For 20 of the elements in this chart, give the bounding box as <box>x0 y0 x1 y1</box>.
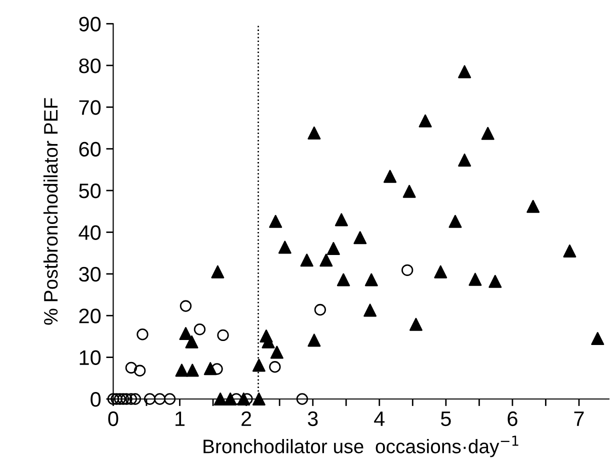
y-axis-title: % Postbronchodilator PEF <box>43 98 58 325</box>
y-tick-label: 10 <box>80 350 101 366</box>
y-tick-label: 20 <box>79 308 101 324</box>
x-tick-label: 2 <box>242 411 252 426</box>
x-axis-title: Bronchodilator use occasions·day$^{−1}$ <box>204 436 518 458</box>
y-tick-label: 60 <box>79 142 101 157</box>
y-tick-label: 40 <box>78 225 101 240</box>
x-tick-label: 6 <box>508 411 518 426</box>
y-tick-label: 80 <box>79 58 101 74</box>
x-tick-label: 3 <box>308 411 318 426</box>
y-tick-label: 0 <box>90 392 101 407</box>
y-tick-label: 50 <box>79 184 101 198</box>
y-tick-label: 90 <box>79 16 101 32</box>
y-tick-label: 30 <box>79 266 101 282</box>
y-tick-label: 70 <box>79 100 101 115</box>
x-tick-label: 1 <box>176 412 185 426</box>
x-tick-label: 5 <box>440 412 451 426</box>
x-tick-label: 4 <box>374 412 385 426</box>
x-tick-label: 7 <box>574 412 584 426</box>
x-tick-label: 0 <box>108 411 118 426</box>
